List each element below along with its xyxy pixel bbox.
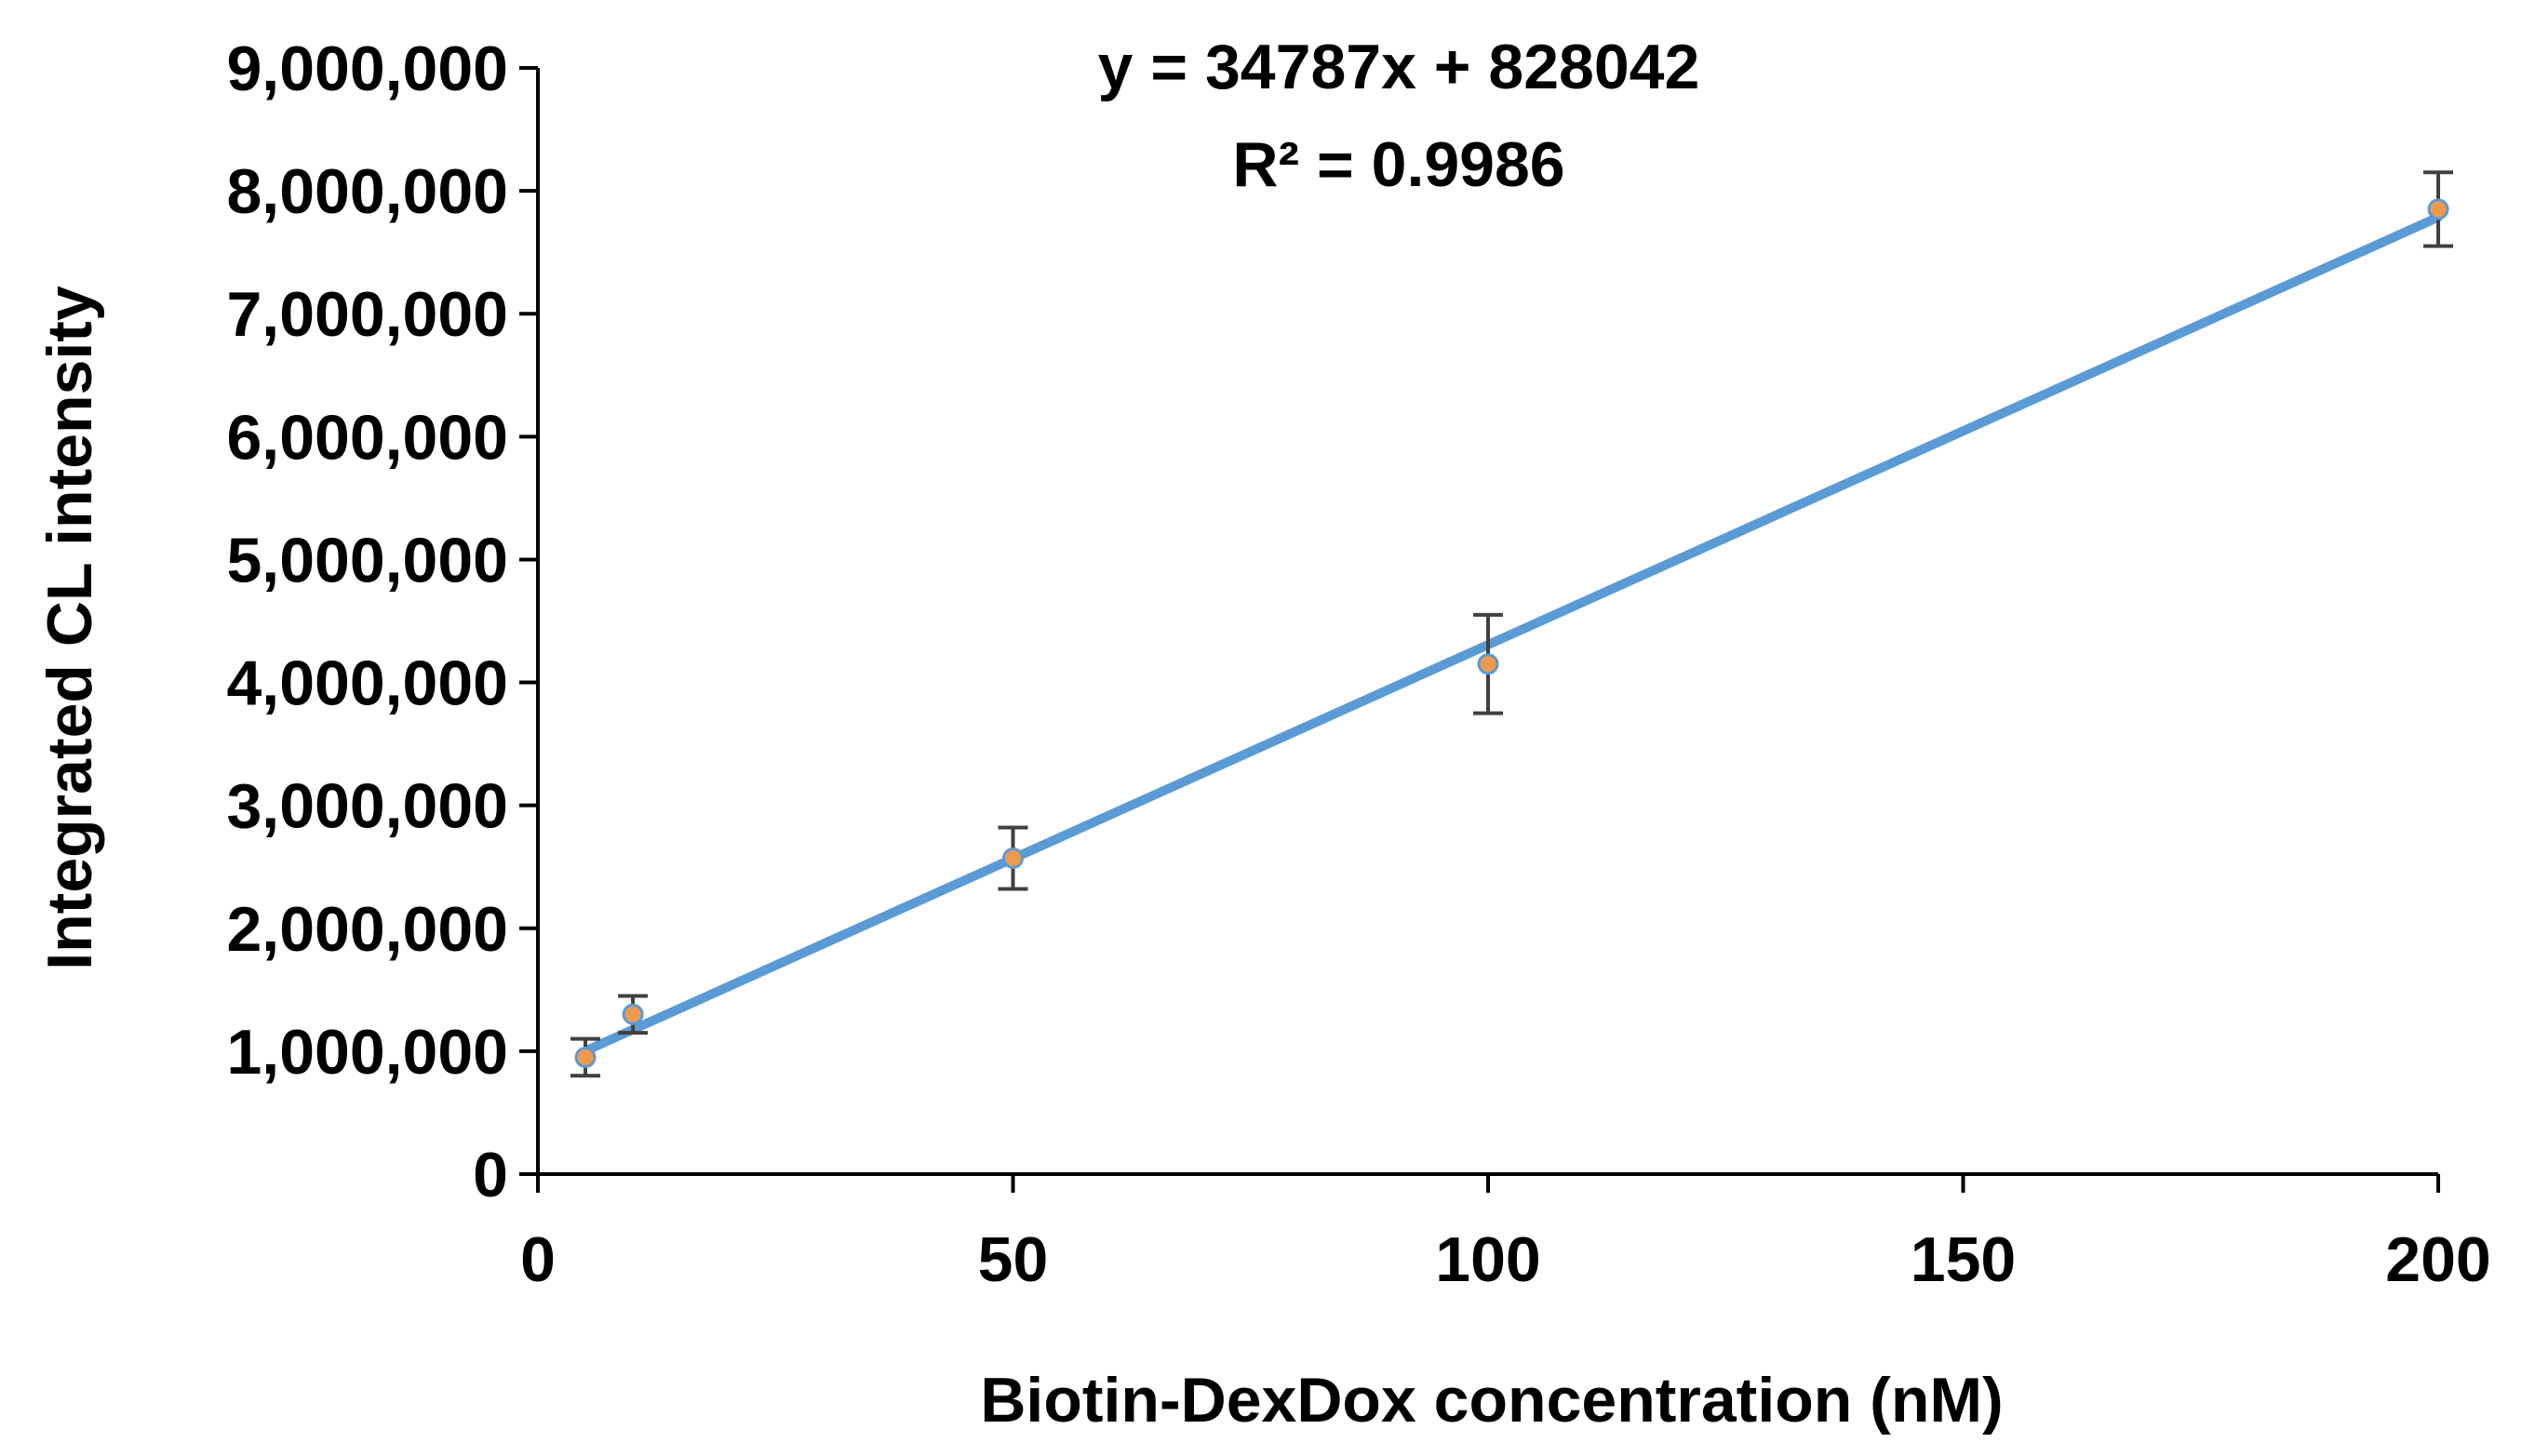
x-tick-label: 0 (520, 1224, 556, 1295)
x-tick-label: 150 (1911, 1224, 2016, 1295)
x-tick-label: 100 (1435, 1224, 1540, 1295)
data-point-group (570, 1036, 601, 1078)
data-point-group (998, 825, 1028, 891)
data-point-group (618, 994, 649, 1035)
data-point-group (2423, 170, 2453, 248)
y-tick-label: 3,000,000 (226, 771, 508, 842)
data-point (2427, 198, 2449, 220)
y-tick-label: 7,000,000 (226, 279, 508, 350)
trendline (581, 212, 2443, 1056)
y-axis-title: Integrated CL intensity (34, 286, 105, 970)
x-tick-label: 200 (2385, 1224, 2490, 1295)
data-point (574, 1046, 597, 1068)
data-points (570, 170, 2453, 1078)
data-point (1477, 653, 1499, 675)
x-axis-ticks: 0 50 100 150 200 (520, 1174, 2491, 1295)
y-tick-label: 8,000,000 (226, 156, 508, 227)
y-tick-label: 0 (473, 1140, 508, 1210)
y-tick-label: 1,000,000 (226, 1017, 508, 1088)
data-point-group (1473, 612, 1503, 715)
x-axis-title: Biotin-DexDox concentration (nM) (980, 1365, 2003, 1436)
r-squared-label: R² = 0.9986 (1232, 129, 1564, 200)
x-tick-label: 50 (978, 1224, 1049, 1295)
trendline-equation: y = 34787x + 828042 (1098, 32, 1700, 102)
y-tick-label: 5,000,000 (226, 525, 508, 595)
data-point (1002, 847, 1024, 869)
y-axis-ticks: 0 1,000,000 2,000,000 3,000,000 4,000,000 5,0… (226, 33, 538, 1210)
data-point (622, 1003, 644, 1025)
y-tick-label: 2,000,000 (226, 894, 508, 965)
y-tick-label: 4,000,000 (226, 648, 508, 719)
y-tick-label: 6,000,000 (226, 402, 508, 473)
y-tick-label: 9,000,000 (226, 33, 508, 104)
